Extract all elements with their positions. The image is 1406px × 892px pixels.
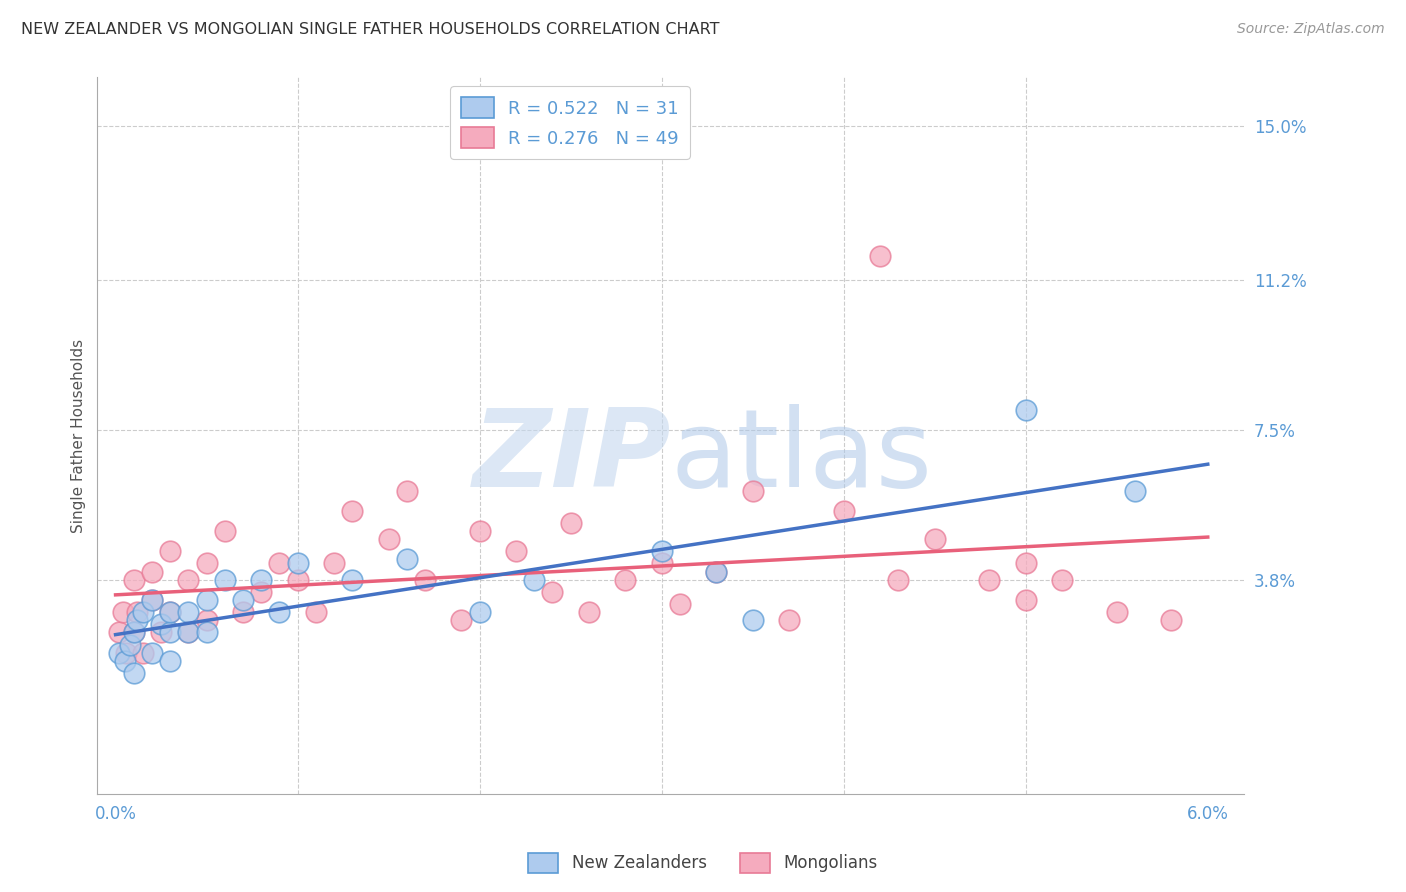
Legend: R = 0.522   N = 31, R = 0.276   N = 49: R = 0.522 N = 31, R = 0.276 N = 49 (450, 87, 690, 159)
Point (195, 557, 218, 571)
Point (132, 605, 155, 619)
Text: atlas: atlas (671, 404, 932, 510)
Text: Source: ZipAtlas.com: Source: ZipAtlas.com (1237, 22, 1385, 37)
Point (214, 573, 236, 587)
Point (778, 613, 800, 627)
Point (979, 573, 1001, 587)
Point (377, 532, 399, 546)
Text: ZIP: ZIP (472, 404, 671, 510)
Point (669, 597, 692, 611)
Point (832, 504, 855, 518)
Point (150, 625, 173, 640)
Point (122, 625, 145, 640)
Point (323, 557, 346, 571)
Point (1105, 605, 1128, 619)
Text: 0.0%: 0.0% (94, 805, 136, 823)
Point (651, 557, 673, 571)
Point (578, 605, 600, 619)
Point (250, 573, 273, 587)
Y-axis label: Single Father Households: Single Father Households (72, 339, 86, 533)
Point (159, 605, 181, 619)
Point (305, 605, 328, 619)
Point (704, 565, 727, 579)
Point (195, 593, 218, 607)
Point (1050, 573, 1073, 587)
Point (505, 544, 527, 558)
Text: NEW ZEALANDER VS MONGOLIAN SINGLE FATHER HOUSEHOLDS CORRELATION CHART: NEW ZEALANDER VS MONGOLIAN SINGLE FATHER… (21, 22, 720, 37)
Point (1015, 557, 1038, 571)
Point (141, 646, 163, 660)
Point (1123, 483, 1146, 498)
Point (250, 585, 273, 599)
Point (108, 625, 131, 640)
Point (177, 605, 200, 619)
Point (395, 483, 418, 498)
Point (340, 573, 363, 587)
Point (159, 654, 181, 668)
Point (141, 593, 163, 607)
Point (122, 665, 145, 680)
Point (122, 573, 145, 587)
Point (214, 524, 236, 538)
Point (159, 544, 181, 558)
Point (869, 249, 891, 263)
Point (413, 573, 436, 587)
Point (1160, 613, 1182, 627)
Point (108, 646, 131, 660)
Point (177, 573, 200, 587)
Point (924, 532, 946, 546)
Point (269, 605, 291, 619)
Point (560, 516, 582, 530)
Point (159, 625, 181, 640)
Point (232, 593, 254, 607)
Point (159, 605, 181, 619)
Point (120, 638, 142, 652)
Point (395, 552, 418, 566)
Point (287, 557, 309, 571)
Point (704, 565, 727, 579)
Point (122, 625, 145, 640)
Point (651, 544, 673, 558)
Legend: New Zealanders, Mongolians: New Zealanders, Mongolians (522, 847, 884, 880)
Point (741, 483, 763, 498)
Point (340, 504, 363, 518)
Point (1015, 593, 1038, 607)
Point (177, 625, 200, 640)
Point (195, 613, 218, 627)
Point (141, 593, 163, 607)
Point (177, 625, 200, 640)
Point (127, 613, 149, 627)
Point (195, 625, 218, 640)
Point (450, 613, 472, 627)
Point (468, 524, 491, 538)
Point (523, 573, 546, 587)
Point (114, 654, 136, 668)
Point (111, 605, 134, 619)
Point (115, 646, 138, 660)
Point (150, 617, 173, 632)
Point (468, 605, 491, 619)
Point (269, 557, 291, 571)
Point (887, 573, 910, 587)
Point (614, 573, 637, 587)
Point (141, 565, 163, 579)
Point (1015, 402, 1038, 417)
Point (287, 573, 309, 587)
Point (541, 585, 564, 599)
Point (232, 605, 254, 619)
Point (741, 613, 763, 627)
Point (132, 646, 155, 660)
Text: 6.0%: 6.0% (1187, 805, 1229, 823)
Point (127, 605, 149, 619)
